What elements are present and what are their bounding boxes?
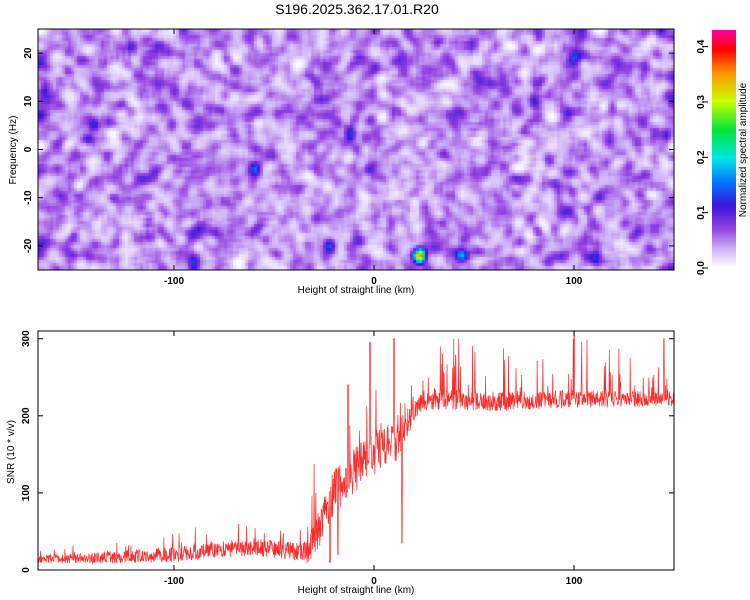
spectrogram-x-tick-label: 100 (566, 276, 583, 287)
snr-x-ticks: -100 0 100 (164, 331, 583, 587)
spectrogram-y-tick-label: 20 (23, 47, 34, 59)
snr-x-tick-label: 100 (566, 576, 583, 587)
spectrogram-x-tick-label: -100 (164, 276, 184, 287)
spectrogram-heatmap (38, 29, 674, 270)
colorbar-ticks: 0.0 0.1 0.2 0.3 0.4 (696, 39, 708, 275)
spectrogram-y-tick-label: 0 (23, 146, 34, 152)
snr-panel: -100 0 100 0 100 200 300 Height of straight l… (6, 330, 675, 596)
spectrogram-x-axis-title: Height of straight line (km) (298, 285, 415, 296)
snr-y-ticks: 0 100 200 300 (21, 330, 674, 573)
colorbar-tick-label: 0.3 (696, 95, 707, 109)
colorbar-tick-label: 0.0 (696, 261, 707, 275)
colorbar-image-holder (712, 30, 736, 268)
snr-frame (37, 330, 675, 571)
spectrogram-y-axis-title: Frequency (Hz) (8, 116, 19, 185)
colorbar-title: Normalized spectral amplitude (738, 82, 749, 217)
figure-title: S196.2025.362.17.01.R20 (275, 1, 439, 17)
colorbar: 0.0 0.1 0.2 0.3 0.4 Normalized spectral ampl… (696, 30, 749, 275)
spectrogram-image-holder (38, 29, 674, 270)
colorbar-tick-label: 0.1 (696, 205, 707, 219)
snr-x-tick-label: 0 (371, 576, 377, 587)
colorbar-gradient (712, 30, 736, 268)
spectrogram-x-ticks: -100 0 100 (164, 29, 583, 287)
snr-x-tick-label: -100 (164, 576, 184, 587)
snr-y-tick-label: 300 (21, 330, 32, 347)
snr-y-tick-label: 100 (21, 484, 32, 501)
colorbar-tick-label: 0.4 (696, 39, 707, 53)
spectrogram-y-tick-label: -20 (23, 238, 34, 253)
colorbar-tick-label: 0.2 (696, 150, 707, 164)
snr-y-tick-label: 0 (21, 567, 32, 573)
snr-y-axis-title: SNR (10 * v/v) (6, 420, 17, 484)
spectrogram-y-tick-label: 10 (23, 95, 34, 107)
snr-x-axis-title: Height of straight line (km) (298, 585, 415, 596)
snr-series-line (38, 331, 674, 565)
snr-y-tick-label: 200 (21, 407, 32, 424)
spectrogram-x-tick-label: 0 (371, 276, 377, 287)
spectrogram-y-ticks: -20 -10 0 10 20 (23, 47, 674, 253)
spectrogram-y-tick-label: -10 (23, 190, 34, 205)
